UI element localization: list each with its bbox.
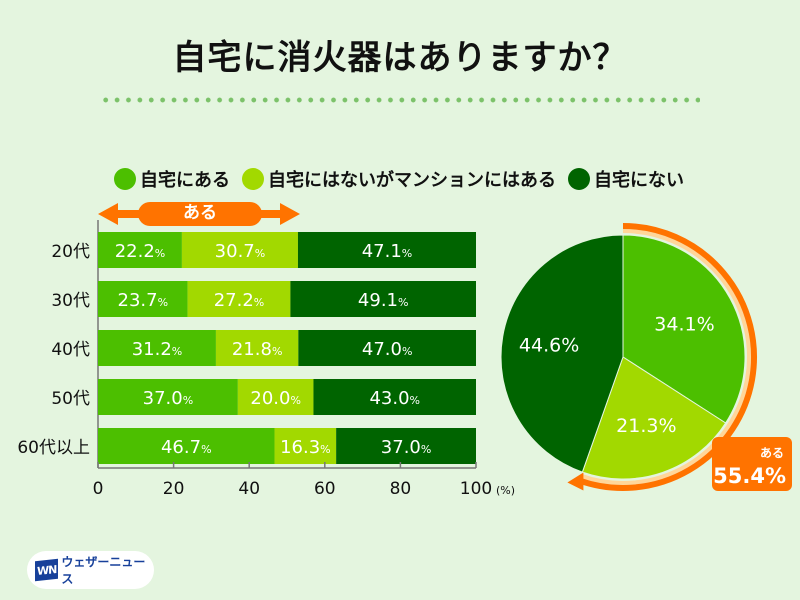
x-unit-label: (%) (496, 484, 515, 497)
aru-arc-inner (580, 229, 751, 485)
aru-annotation-value: 55.4% (713, 464, 786, 488)
legend: 自宅にある 自宅にはないがマンションにはある 自宅にない (114, 166, 696, 192)
bar-segment (98, 281, 188, 317)
bar-value-label: 27.2% (214, 290, 265, 311)
x-tick-label: 100 (460, 479, 492, 499)
bar-segment (298, 330, 476, 366)
bar-value-label: 23.7% (118, 290, 169, 311)
category-label: 40代 (51, 340, 90, 360)
bar-value-label: 43.0% (369, 388, 420, 409)
bar-value-label: 49.1% (358, 290, 409, 311)
x-tick-label: 0 (93, 479, 104, 499)
legend-item-has-home: 自宅にある (114, 166, 230, 192)
legend-item-apartment: 自宅にはないがマンションにはある (242, 166, 556, 192)
bar-segment (98, 232, 182, 268)
legend-item-none: 自宅にない (568, 166, 684, 192)
page-title: 自宅に消火器はありますか？ (172, 38, 628, 78)
bar-segment (187, 281, 291, 317)
aru-annotation-label: ある (760, 446, 784, 460)
bar-segment (98, 379, 238, 415)
legend-label: 自宅にない (594, 170, 684, 191)
legend-swatch (242, 168, 264, 190)
bar-value-label: 37.0% (381, 437, 432, 458)
logo-mark-icon: WN (35, 558, 59, 582)
x-tick-label: 40 (238, 479, 260, 499)
pie-value-label: 44.6% (519, 334, 579, 356)
dotted-divider (100, 96, 700, 104)
bar-value-label: 31.2% (132, 339, 183, 360)
pie-value-label: 21.3% (616, 415, 676, 437)
bar-value-label: 21.8% (232, 339, 283, 360)
weathernews-logo: WN ウェザーニュース (27, 551, 154, 589)
bar-segment (313, 379, 476, 415)
logo-text: ウェザーニュース (61, 555, 146, 586)
bar-segment (274, 428, 337, 464)
legend-swatch (114, 168, 136, 190)
pie-slice (581, 356, 727, 480)
bar-segment (98, 330, 216, 366)
bar-value-label: 37.0% (143, 388, 194, 409)
legend-label: 自宅にある (140, 170, 230, 191)
x-tick-label: 80 (390, 479, 412, 499)
category-label: 50代 (51, 389, 90, 409)
bar-value-label: 16.3% (280, 437, 331, 458)
bar-value-label: 30.7% (215, 241, 266, 262)
bar-value-label: 47.0% (362, 339, 413, 360)
bar-segment (181, 232, 298, 268)
category-label: 20代 (51, 242, 90, 262)
bar-segment (215, 330, 299, 366)
bar-segment (290, 281, 476, 317)
aru-arc (578, 223, 757, 491)
category-label: 60代以上 (17, 438, 90, 458)
legend-label: 自宅にはないがマンションにはある (268, 170, 556, 191)
aru-arrowhead-icon (567, 472, 584, 491)
bar-value-label: 20.0% (250, 388, 301, 409)
pie-slice (500, 234, 624, 473)
pie-value-label: 34.1% (654, 313, 714, 335)
legend-swatch (568, 168, 590, 190)
bar-value-label: 22.2% (115, 241, 166, 262)
category-label: 30代 (51, 291, 90, 311)
x-tick-label: 60 (314, 479, 336, 499)
aru-bracket-label: ある (183, 203, 217, 223)
bar-value-label: 46.7% (161, 437, 212, 458)
bar-segment (336, 428, 476, 464)
bar-segment (237, 379, 314, 415)
pie-slice (622, 234, 746, 424)
aru-annotation-box (712, 437, 792, 491)
bar-segment (297, 232, 476, 268)
aru-double-arrow-icon (98, 202, 300, 226)
bar-value-label: 47.1% (362, 241, 413, 262)
bar-segment (98, 428, 275, 464)
x-tick-label: 20 (163, 479, 185, 499)
